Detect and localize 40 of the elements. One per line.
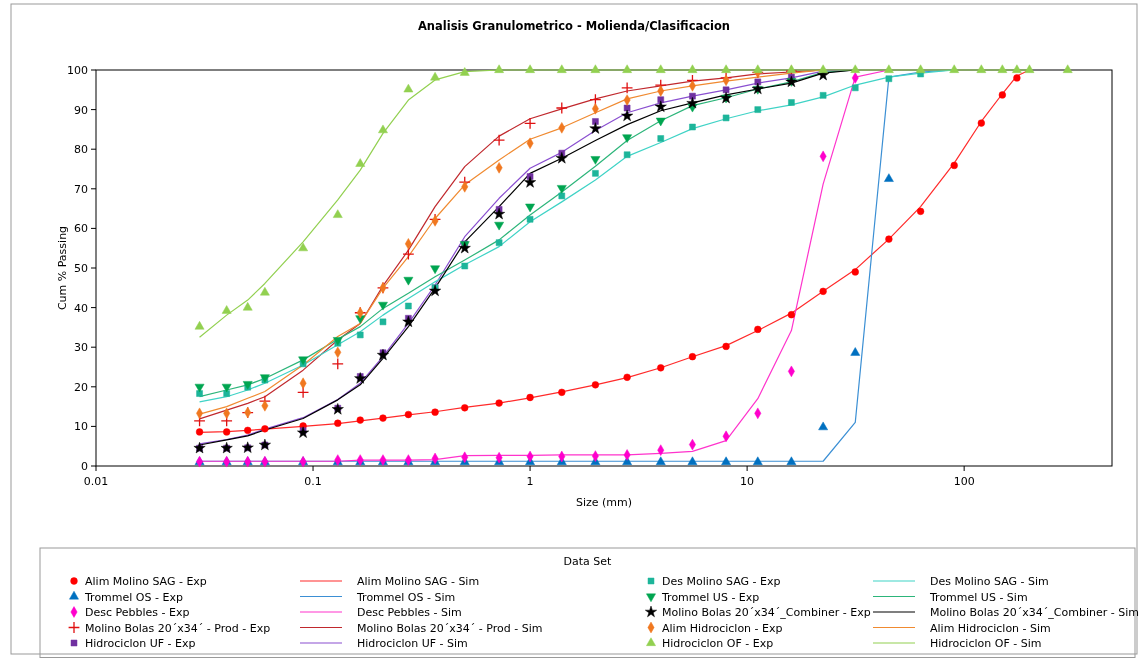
y-axis-title: Cum % Passing	[56, 225, 69, 311]
y-tick-label: 90	[74, 103, 88, 117]
y-tick-label: 100	[67, 64, 88, 77]
legend-label: Alim Molino SAG - Sim	[357, 575, 480, 588]
legend-label: Molino Bolas 20´x34´ - Prod - Sim	[357, 621, 543, 635]
legend-label: Alim Hidrociclon - Sim	[930, 621, 1051, 635]
y-tick-label: 10	[74, 420, 88, 434]
legend-label: Desc Pebbles - Exp	[85, 606, 190, 619]
legend-label: Des Molino SAG - Exp	[662, 575, 781, 588]
legend-label: Molino Bolas 20´x34´_Combiner - Sim	[930, 606, 1139, 619]
legend-label: Hidrociclon UF - Exp	[85, 637, 196, 650]
x-axis-title: Size (mm)	[575, 496, 633, 509]
chart-title: Analisis Granulometrico - Molienda/Clasificacion	[417, 19, 731, 33]
y-tick-label: 0	[81, 460, 88, 473]
legend-label: Trommel OS - Exp	[84, 590, 183, 604]
y-tick-label: 20	[74, 380, 88, 394]
legend-label: Hidrociclon UF - Sim	[357, 637, 468, 650]
x-tick-label: 0.1	[304, 475, 322, 488]
legend-label: Trommel OS - Sim	[356, 590, 456, 604]
legend-label: Alim Hidrociclon - Exp	[662, 621, 783, 635]
legend-label: Molino Bolas 20´x34´ - Prod - Exp	[85, 621, 271, 635]
legend-label: Des Molino SAG - Sim	[930, 575, 1049, 588]
legend-label: Hidrociclon OF - Exp	[662, 637, 774, 650]
legend-label: Alim Molino SAG - Exp	[85, 575, 207, 588]
legend-title: Data Set	[563, 555, 613, 568]
y-tick-label: 40	[74, 301, 88, 315]
y-tick-label: 70	[74, 182, 88, 196]
y-tick-label: 30	[74, 341, 88, 355]
x-tick-label: 1	[526, 475, 534, 488]
y-tick-label: 50	[74, 262, 88, 275]
y-tick-label: 60	[74, 222, 88, 236]
legend-label: Hidrociclon OF - Sim	[930, 637, 1042, 650]
legend-label: Trommel US - Exp	[661, 590, 760, 604]
x-tick-label: 100	[953, 475, 975, 488]
x-tick-label: 0.01	[83, 475, 109, 488]
x-tick-label: 10	[740, 475, 755, 488]
y-tick-label: 80	[74, 143, 88, 157]
legend-label: Desc Pebbles - Sim	[357, 606, 462, 619]
legend-label: Trommel US - Sim	[929, 590, 1028, 604]
legend-label: Molino Bolas 20´x34´_Combiner - Exp	[662, 606, 871, 619]
